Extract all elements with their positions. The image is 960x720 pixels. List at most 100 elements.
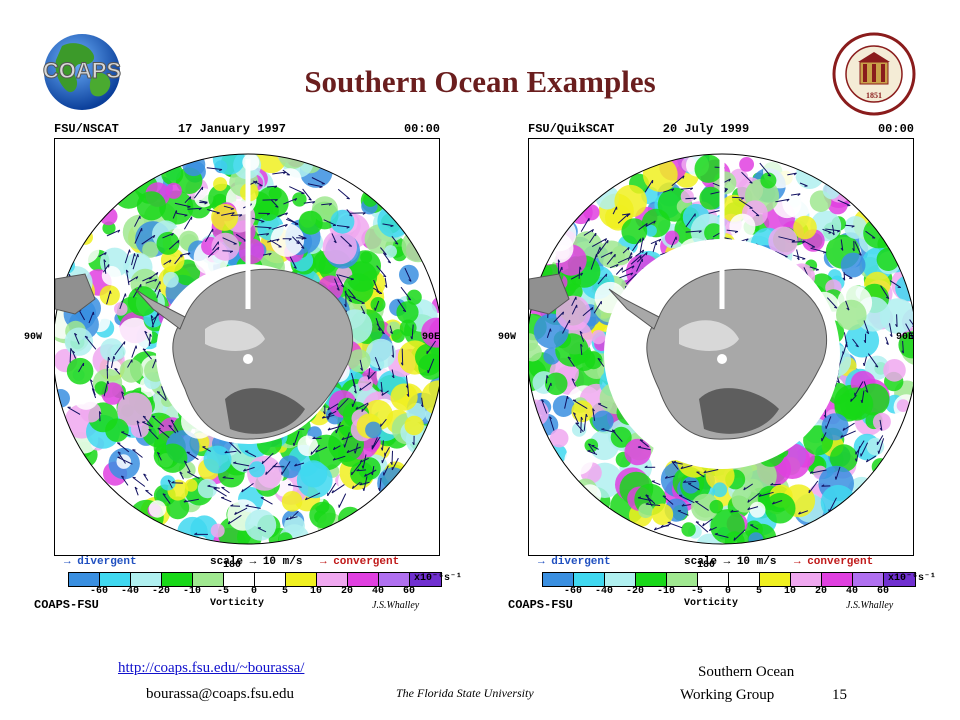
- map-graphic: [281, 491, 303, 512]
- map-graphic: [619, 272, 633, 279]
- colorbar-tick: 0: [724, 586, 732, 597]
- map-graphic: [597, 403, 608, 409]
- map-graphic: [529, 342, 542, 362]
- map-graphic: [287, 217, 299, 225]
- map-graphic: [183, 216, 193, 230]
- map-graphic: [106, 290, 111, 305]
- variable-label: Vorticity: [684, 598, 739, 609]
- map-graphic: [826, 297, 838, 309]
- map-graphic: [630, 256, 633, 260]
- map-graphic: [99, 207, 118, 226]
- map-graphic: [289, 256, 297, 269]
- map-graphic: [389, 325, 393, 334]
- map-graphic: [583, 204, 600, 221]
- map-graphic: [261, 460, 264, 464]
- divergent-label: → divergent: [64, 556, 137, 568]
- map-graphic: [228, 514, 242, 525]
- lon-label-south: 180: [696, 560, 715, 571]
- colorbar-tick: -10: [656, 586, 676, 597]
- map-graphic: [348, 288, 356, 299]
- map-graphic: [622, 213, 631, 216]
- map-graphic: [850, 394, 857, 402]
- map-graphic: [591, 229, 594, 233]
- colorbar-swatch: [605, 573, 636, 586]
- map-graphic: [327, 427, 331, 431]
- lon-label-east: 90E: [421, 332, 440, 343]
- map-graphic: [308, 198, 312, 201]
- map-graphic: [245, 509, 277, 541]
- map-graphic: [377, 467, 409, 500]
- map-graphic: [359, 359, 363, 371]
- map-graphic: [334, 278, 340, 291]
- map-graphic: [391, 354, 394, 358]
- map-graphic: [627, 247, 630, 251]
- map-graphic: [261, 221, 265, 223]
- map-graphic: [671, 175, 685, 187]
- map-graphic: [289, 186, 305, 194]
- map-graphic: [254, 180, 258, 184]
- map-graphic: [363, 476, 368, 491]
- map-graphic: [653, 527, 657, 531]
- map-graphic: [221, 497, 232, 503]
- map-graphic: [898, 331, 913, 359]
- lon-label-east: 90E: [895, 332, 914, 343]
- map-graphic: [327, 424, 344, 431]
- map-graphic: [712, 482, 728, 498]
- map-graphic: [342, 273, 374, 304]
- map-graphic: [348, 245, 352, 247]
- map-graphic: [678, 494, 695, 504]
- map-graphic: [840, 247, 844, 251]
- map-graphic: [309, 501, 336, 529]
- map-graphic: [163, 271, 179, 288]
- map-graphic: [651, 503, 674, 526]
- map-graphic: [243, 354, 253, 364]
- map-graphic: [337, 188, 350, 200]
- map-graphic: [815, 269, 819, 271]
- map-graphic: [836, 299, 867, 331]
- map-graphic: [664, 475, 668, 479]
- map-graphic: [842, 427, 845, 431]
- map-graphic: [645, 502, 649, 505]
- map-graphic: [261, 452, 274, 465]
- map-graphic: [858, 253, 862, 256]
- map-graphic: [211, 203, 239, 231]
- map-graphic: [704, 223, 724, 243]
- colorbar-swatch: [193, 573, 224, 586]
- map-graphic: [541, 399, 545, 402]
- map-graphic: [728, 178, 731, 182]
- map-graphic: [312, 436, 316, 439]
- colorbar-swatch: [729, 573, 760, 586]
- map-graphic: [319, 186, 323, 189]
- map-graphic: [248, 461, 266, 478]
- map-graphic: [327, 411, 332, 420]
- map-graphic: [573, 412, 577, 415]
- map-graphic: [106, 229, 121, 237]
- map-graphic: [865, 459, 869, 463]
- map-graphic: [151, 415, 165, 427]
- map-graphic: [553, 311, 564, 323]
- map-graphic: [189, 196, 192, 200]
- panel-time: 00:00: [877, 122, 914, 136]
- convergent-label: → convergent: [320, 556, 400, 568]
- map-graphic: [169, 259, 172, 263]
- map-graphic: [636, 251, 648, 263]
- homepage-link[interactable]: http://coaps.fsu.edu/~bourassa/: [118, 660, 305, 676]
- map-graphic: [616, 264, 619, 268]
- map-graphic: [327, 407, 330, 411]
- map-graphic: [293, 266, 297, 269]
- map-graphic: [808, 480, 819, 494]
- map-graphic: [698, 230, 702, 234]
- map-graphic: [637, 496, 642, 499]
- map-graphic: [78, 362, 85, 373]
- map-graphic: [212, 241, 219, 251]
- map-graphic: [571, 304, 578, 315]
- map-graphic: [566, 395, 569, 400]
- vorticity-map: [54, 138, 440, 556]
- svg-text:COAPS: COAPS: [43, 58, 121, 83]
- map-graphic: [825, 228, 841, 232]
- map-graphic: [693, 197, 697, 201]
- map-graphic: [210, 523, 225, 538]
- map-graphic: [383, 253, 387, 256]
- map-graphic: [680, 464, 693, 470]
- map-graphic: [315, 449, 318, 453]
